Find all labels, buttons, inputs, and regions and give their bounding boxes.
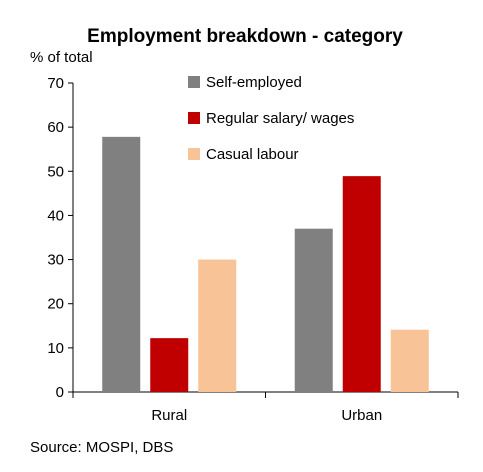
legend-label: Casual labour [206,146,299,163]
bar [342,176,381,392]
legend-swatch [188,112,200,124]
bars [102,136,429,392]
source-note: Source: MOSPI, DBS [30,439,173,456]
bar [150,338,189,392]
y-tick-label: 70 [47,75,64,92]
legend-label: Regular salary/ wages [206,110,354,127]
y-tick-label: 40 [47,207,64,224]
y-tick-label: 10 [47,340,64,357]
legend-swatch [188,76,200,88]
legend-label: Self-employed [206,74,302,91]
legend-swatch [188,148,200,160]
bar [102,136,141,392]
y-tick-label: 0 [56,384,64,401]
y-tick-label: 60 [47,119,64,136]
y-tick-label: 20 [47,296,64,313]
legend: Self-employed Regular salary/ wages Casual… [188,74,354,163]
x-axis: Rural Urban [72,391,459,424]
bar [390,329,429,392]
y-axis: 0 10 20 30 40 50 60 70 [47,75,74,401]
y-tick-label: 50 [47,163,64,180]
y-axis-label: % of total [30,49,93,66]
bar [294,228,333,392]
bar [198,259,237,392]
x-tick-label: Rural [151,407,187,424]
x-tick-label: Urban [341,407,382,424]
chart-title: Employment breakdown - category [87,26,403,47]
y-tick-label: 30 [47,252,64,269]
